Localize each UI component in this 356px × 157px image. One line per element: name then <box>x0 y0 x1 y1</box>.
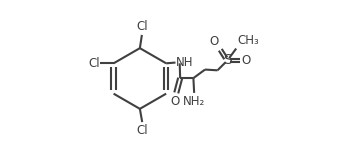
Text: NH: NH <box>176 56 194 69</box>
Text: Cl: Cl <box>88 57 100 70</box>
Text: S: S <box>223 53 232 67</box>
Text: Cl: Cl <box>137 124 148 137</box>
Text: NH₂: NH₂ <box>183 95 205 108</box>
Text: O: O <box>171 95 180 108</box>
Text: CH₃: CH₃ <box>237 34 259 47</box>
Text: O: O <box>209 35 218 48</box>
Text: Cl: Cl <box>137 20 148 33</box>
Text: O: O <box>242 54 251 67</box>
